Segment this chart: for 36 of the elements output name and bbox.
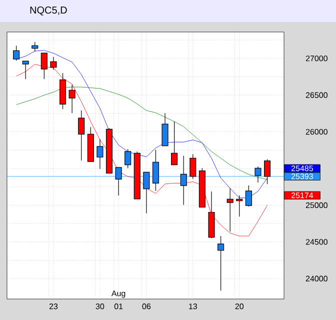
candlestick	[115, 167, 122, 196]
x-tick-label: 20	[235, 304, 244, 310]
x-tick-label: 01	[114, 304, 123, 310]
candlestick	[190, 154, 196, 180]
candlestick	[152, 149, 160, 192]
candlestick	[226, 188, 234, 232]
y-tick-label: 27000	[306, 56, 328, 62]
text: 25174	[291, 192, 314, 198]
y-tick-label: 26500	[306, 92, 328, 98]
y-tick-label: 24000	[306, 276, 328, 282]
x-tick-label: 23	[49, 304, 58, 310]
x-tick-label: 06	[142, 304, 151, 310]
candlestick	[245, 185, 252, 207]
candlestick	[218, 236, 224, 291]
chart-title: NQC5,D	[30, 6, 67, 16]
candlestick	[124, 148, 132, 168]
ref-line-label: 25393	[291, 174, 313, 180]
candlestick	[68, 84, 76, 114]
candlestick	[162, 112, 168, 146]
text: 25485	[291, 166, 313, 172]
y-tick-label: 24500	[306, 239, 328, 245]
x-tick-label: 30	[96, 304, 104, 310]
y-tick-label: 25000	[306, 202, 328, 208]
candlestick	[171, 121, 178, 166]
candlestick	[22, 60, 29, 80]
candlestick	[143, 172, 150, 214]
annotation: Aug	[111, 290, 126, 298]
y-tick-label: 26000	[306, 128, 328, 135]
candlestick	[78, 110, 85, 161]
candlestick	[13, 45, 20, 61]
candlestick	[32, 42, 38, 52]
candlestick	[96, 138, 104, 170]
candlestick	[254, 166, 262, 183]
candlestick	[180, 156, 187, 206]
candlestick	[264, 158, 271, 185]
x-tick-label: 13	[189, 304, 198, 310]
